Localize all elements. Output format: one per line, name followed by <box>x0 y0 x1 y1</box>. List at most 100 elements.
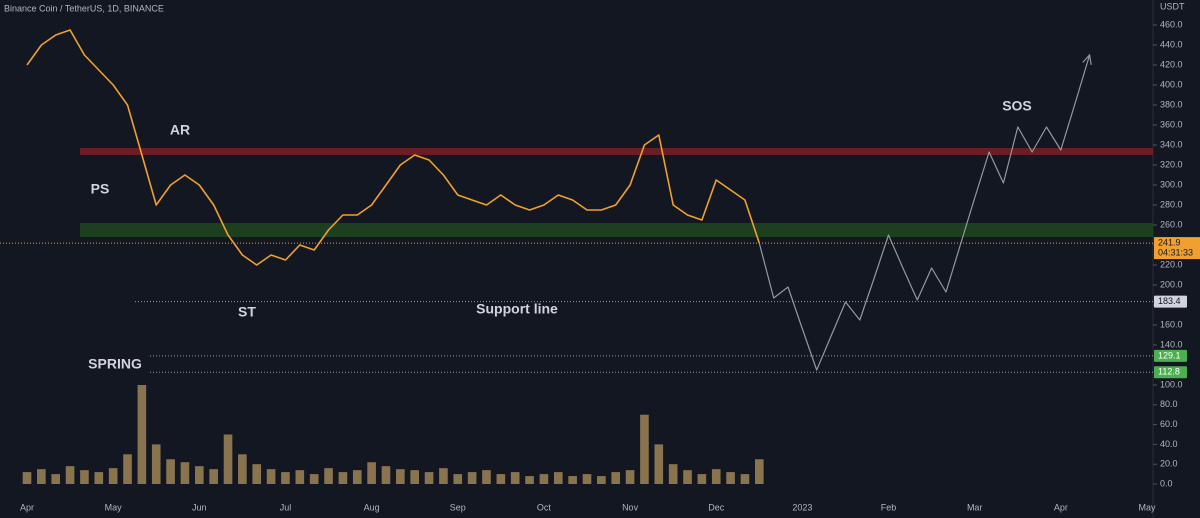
level-label: 112.8 <box>1158 367 1180 377</box>
level-tag <box>1154 366 1187 379</box>
y-tick-label: 160.0 <box>1160 319 1183 329</box>
x-tick-label: May <box>105 502 123 512</box>
level-tag <box>1154 349 1187 362</box>
volume-bar <box>180 462 190 484</box>
annotation: SOS <box>1002 98 1032 114</box>
y-tick-label: 200.0 <box>1160 279 1183 289</box>
y-tick-label: 300.0 <box>1160 179 1183 189</box>
volume-bar <box>539 474 549 484</box>
volume-bar <box>467 472 477 484</box>
volume-bar <box>597 476 606 484</box>
volume-bar <box>582 474 592 484</box>
x-tick-label: Aug <box>364 502 380 512</box>
x-tick-label: Nov <box>622 502 639 512</box>
currency: USDT <box>1160 1 1185 11</box>
volume-bar <box>324 468 333 484</box>
x-tick-label: Jul <box>280 502 292 512</box>
x-tick-label: Jun <box>192 502 207 512</box>
y2-tick-label: 0.0 <box>1160 478 1173 488</box>
volume-bar <box>510 472 520 484</box>
y-tick-label: 360.0 <box>1160 119 1183 129</box>
volume-bar <box>381 466 391 484</box>
projection-line <box>758 54 1091 371</box>
volume-bar <box>755 459 764 484</box>
annotation: AR <box>170 122 190 138</box>
volume-bar <box>553 472 563 484</box>
y2-tick-label: 60.0 <box>1160 419 1178 429</box>
volume-bar <box>137 385 147 484</box>
y-tick-label: 320.0 <box>1160 159 1183 169</box>
volume-bar <box>281 472 290 484</box>
volume-bar <box>338 472 348 484</box>
last-price-tag <box>1154 237 1200 260</box>
volume-bar <box>396 469 405 484</box>
volume-bar <box>640 414 649 484</box>
volume-bar <box>482 470 491 484</box>
volume-bar <box>209 469 218 484</box>
countdown: 04:31:33 <box>1158 247 1193 257</box>
volume-bar <box>65 466 75 484</box>
volume-bar <box>740 474 750 484</box>
level-tag <box>1154 295 1187 308</box>
y-tick-label: 440.0 <box>1160 39 1183 49</box>
volume-bar <box>683 470 692 484</box>
volume-bar <box>80 470 89 484</box>
chart-title: Binance Coin / TetherUS, 1D, BINANCE <box>4 3 164 13</box>
zone <box>80 223 1153 237</box>
volume-bar <box>625 470 635 484</box>
volume-bar <box>697 474 707 484</box>
volume-bar <box>453 474 463 484</box>
x-tick-label: Apr <box>20 502 34 512</box>
x-tick-label: Feb <box>881 502 897 512</box>
y-tick-label: 400.0 <box>1160 79 1183 89</box>
volume-bar <box>410 470 419 484</box>
volume-bar <box>37 469 46 484</box>
volume-bar <box>496 474 506 484</box>
y-tick-label: 140.0 <box>1160 339 1183 349</box>
volume-bar <box>424 472 434 484</box>
annotation: PS <box>91 181 110 197</box>
volume-bar <box>266 469 276 484</box>
volume-bar <box>166 459 175 484</box>
volume-bar <box>611 472 621 484</box>
price-line <box>26 29 761 266</box>
x-tick-label: Mar <box>967 502 983 512</box>
volume-bar <box>668 464 678 484</box>
y2-tick-label: 40.0 <box>1160 439 1178 449</box>
volume-bar <box>123 454 132 484</box>
arrow-head <box>1082 53 1092 65</box>
y-tick-label: 260.0 <box>1160 219 1183 229</box>
y-tick-label: 380.0 <box>1160 99 1183 109</box>
volume-bar <box>238 454 247 484</box>
y-tick-label: 340.0 <box>1160 139 1183 149</box>
last-price-label: 241.9 <box>1158 237 1181 247</box>
volume-bar <box>252 464 262 484</box>
volume-bar <box>367 462 376 484</box>
volume-bar <box>195 466 204 484</box>
volume-bar <box>309 474 319 484</box>
y-tick-label: 280.0 <box>1160 199 1183 209</box>
x-tick-label: Oct <box>537 502 552 512</box>
y-tick-label: 420.0 <box>1160 59 1183 69</box>
volume-bar <box>223 434 233 484</box>
volume-bar <box>711 469 721 484</box>
annotation: Support line <box>476 301 558 317</box>
level-label: 183.4 <box>1158 296 1181 306</box>
level-label: 129.1 <box>1158 350 1181 360</box>
y-tick-label: 220.0 <box>1160 259 1183 269</box>
y-tick-label: 460.0 <box>1160 19 1183 29</box>
volume-bar <box>654 444 664 484</box>
x-tick-label: Dec <box>708 502 725 512</box>
x-tick-label: Apr <box>1054 502 1068 512</box>
volume-bar <box>439 468 448 484</box>
volume-bar <box>108 468 118 484</box>
volume-bar <box>22 472 32 484</box>
y2-tick-label: 100.0 <box>1160 379 1183 389</box>
volume-bar <box>51 474 61 484</box>
x-tick-label: Sep <box>450 502 466 512</box>
zone <box>80 148 1153 155</box>
volume-bar <box>525 476 534 484</box>
